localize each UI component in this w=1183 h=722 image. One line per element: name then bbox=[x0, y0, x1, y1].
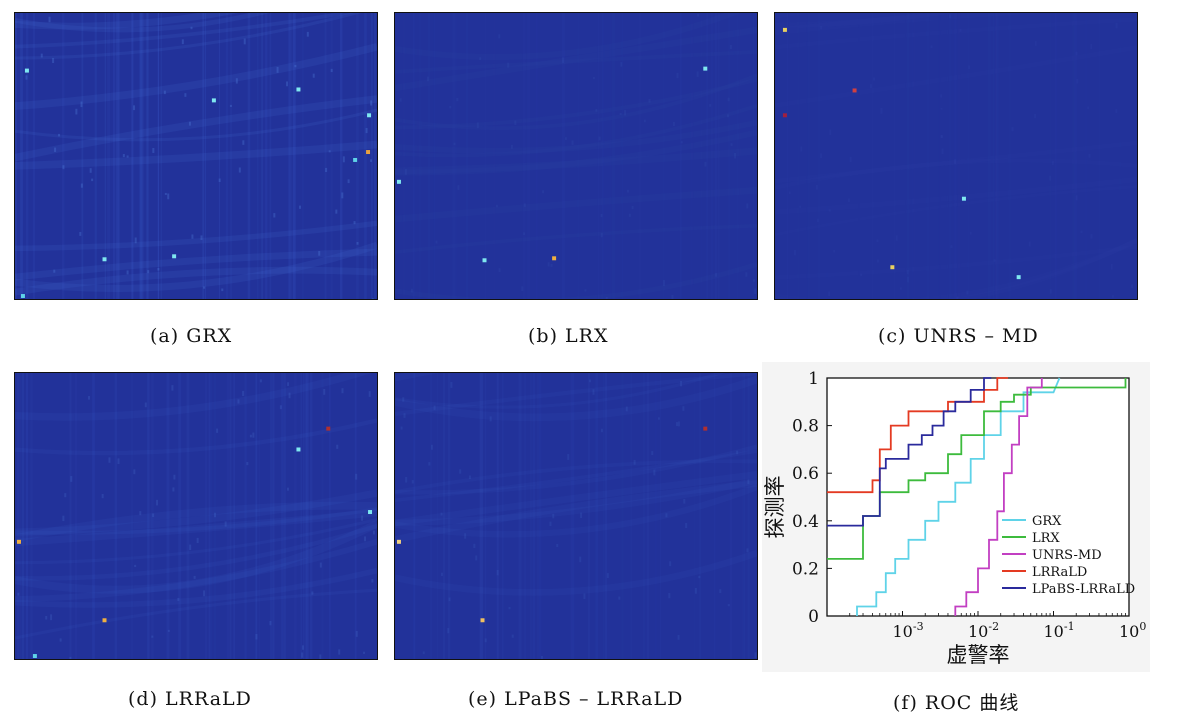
map-heatmap-image bbox=[15, 13, 377, 299]
lrrald-detection-map bbox=[14, 372, 378, 660]
x-tick-label: 10-3 bbox=[893, 620, 924, 641]
legend-entry: LRX bbox=[1032, 531, 1060, 546]
roc-chart: 0 0.2 0.4 0.6 0.8 1 10-3 10-2 10-1 100 虚警率 探测率 GRX LR… bbox=[762, 362, 1150, 672]
caption-d: (d) LRRaLD bbox=[128, 688, 252, 710]
caption-a: (a) GRX bbox=[150, 325, 233, 347]
map-heatmap-image bbox=[15, 373, 377, 659]
caption-f: (f) ROC 曲线 bbox=[893, 692, 1020, 714]
legend-entry: GRX bbox=[1032, 514, 1062, 529]
y-axis-label: 探测率 bbox=[763, 476, 787, 539]
legend-entry: LRRaLD bbox=[1032, 565, 1087, 580]
roc-series-lrrald bbox=[827, 377, 1008, 494]
y-tick-label: 0.2 bbox=[792, 559, 819, 579]
map-heatmap-image bbox=[395, 373, 757, 659]
y-tick-label: 0 bbox=[808, 607, 819, 627]
roc-chart-svg: 0 0.2 0.4 0.6 0.8 1 10-3 10-2 10-1 100 虚警率 探测率 GRX LR… bbox=[763, 369, 1146, 667]
lpabs-lrrald-detection-map bbox=[394, 372, 758, 660]
legend-entry: LPaBS-LRRaLD bbox=[1032, 582, 1135, 597]
caption-c: (c) UNRS – MD bbox=[878, 325, 1039, 347]
y-tick-label: 0.6 bbox=[792, 464, 819, 484]
roc-series-grx bbox=[856, 377, 1061, 616]
map-heatmap-image bbox=[775, 13, 1137, 299]
y-tick-label: 0.4 bbox=[792, 512, 819, 532]
caption-b: (b) LRX bbox=[528, 325, 609, 347]
x-tick-label: 10-2 bbox=[968, 620, 999, 641]
lrx-detection-map bbox=[394, 12, 758, 300]
x-axis-label: 虚警率 bbox=[947, 643, 1010, 667]
y-tick-label: 1 bbox=[808, 369, 819, 389]
x-tick-label: 100 bbox=[1119, 620, 1146, 641]
roc-series-lpabs-lrrald bbox=[827, 377, 992, 527]
caption-e: (e) LPaBS – LRRaLD bbox=[468, 688, 684, 710]
legend-entry: UNRS-MD bbox=[1032, 548, 1102, 563]
map-heatmap-image bbox=[395, 13, 757, 299]
roc-series-unrs-md bbox=[954, 378, 1043, 616]
grx-detection-map bbox=[14, 12, 378, 300]
y-tick-label: 0.8 bbox=[792, 417, 819, 437]
x-tick-label: 10-1 bbox=[1044, 620, 1075, 641]
unrs-md-detection-map bbox=[774, 12, 1138, 300]
